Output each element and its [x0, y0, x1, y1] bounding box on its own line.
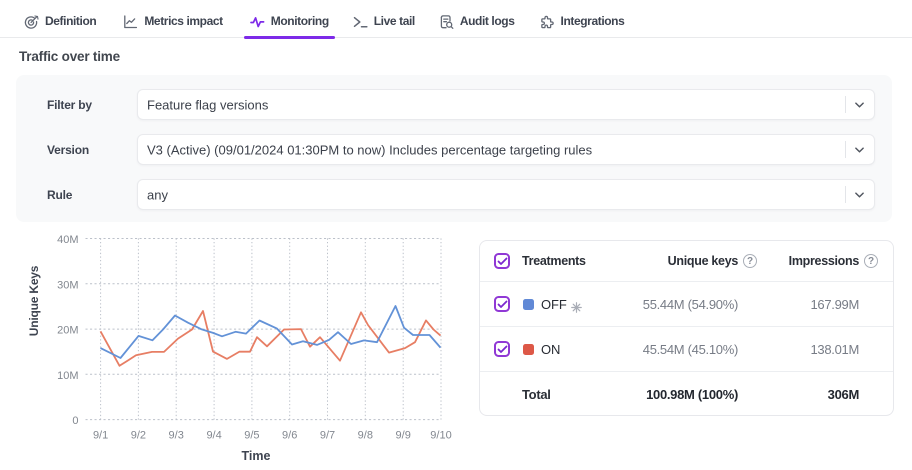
- svg-text:9/3: 9/3: [169, 430, 184, 442]
- svg-text:9/4: 9/4: [206, 430, 221, 442]
- svg-text:9/2: 9/2: [131, 430, 146, 442]
- svg-text:9/8: 9/8: [358, 430, 373, 442]
- svg-text:9/10: 9/10: [430, 430, 451, 442]
- svg-text:40M: 40M: [57, 234, 78, 246]
- svg-text:9/7: 9/7: [320, 430, 335, 442]
- svg-text:10M: 10M: [57, 370, 78, 382]
- svg-text:9/6: 9/6: [282, 430, 297, 442]
- svg-text:Time: Time: [242, 449, 271, 463]
- svg-text:20M: 20M: [57, 325, 78, 337]
- svg-text:9/5: 9/5: [244, 430, 259, 442]
- svg-text:9/1: 9/1: [93, 430, 108, 442]
- svg-text:Unique Keys: Unique Keys: [27, 265, 41, 336]
- svg-text:30M: 30M: [57, 279, 78, 291]
- svg-text:0: 0: [72, 415, 78, 427]
- svg-text:9/9: 9/9: [396, 430, 411, 442]
